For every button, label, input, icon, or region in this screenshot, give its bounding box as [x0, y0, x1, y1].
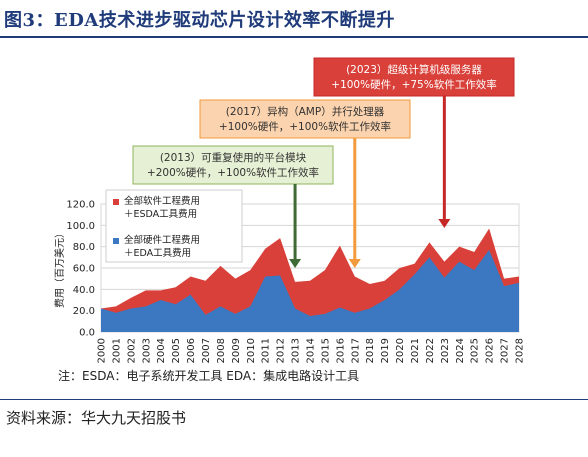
legend-label-hardware-line1: 全部硬件工程费用	[124, 234, 200, 246]
x-tick-label: 2025	[470, 338, 481, 363]
figure-title: 图3：EDA技术进步驱动芯片设计效率不断提升	[4, 10, 395, 31]
y-tick-label: 0.0	[79, 328, 95, 339]
x-tick-label: 2024	[455, 338, 466, 363]
annotations: (2013）可重复使用的平台模块 +200%硬件，+100%软件工作效率 (2017…	[132, 57, 515, 268]
x-tick-label: 2004	[156, 338, 167, 363]
chart-note: 注：ESDA：电子系统开发工具 EDA：集成电路设计工具	[58, 368, 359, 383]
x-tick-label: 2001	[111, 338, 122, 363]
y-tick-label: 40.0	[73, 285, 95, 296]
y-tick-label: 20.0	[73, 306, 95, 317]
annotation-line2: +100%硬件，+75%软件工作效率	[331, 78, 496, 91]
x-tick-label: 2006	[186, 338, 197, 363]
annotation-line1: (2013）可重复使用的平台模块	[160, 151, 307, 164]
x-tick-label: 2003	[141, 338, 152, 363]
annotation-box	[313, 57, 515, 97]
annotation-arrow-shaft	[353, 138, 357, 260]
x-tick-label: 2002	[126, 338, 137, 363]
annotation-box	[132, 145, 334, 185]
legend-swatch-hardware	[113, 238, 119, 244]
x-tick-label: 2009	[231, 338, 242, 363]
x-tick-label: 2023	[440, 338, 451, 363]
x-tick-label: 2027	[500, 338, 511, 363]
legend-label-hardware-line2: ＋EDA工具费用	[124, 247, 191, 259]
x-tick-label: 2007	[201, 338, 212, 363]
y-tick-label: 100.0	[66, 221, 95, 232]
x-tick-label: 2020	[395, 338, 406, 363]
x-tick-label: 2016	[335, 338, 346, 363]
x-tick-label: 2011	[261, 338, 272, 363]
annotation-line1: (2023）超级计算机级服务器	[346, 63, 482, 76]
x-tick-label: 2014	[306, 338, 317, 363]
x-tick-label: 2028	[515, 338, 526, 363]
source-rule	[0, 399, 588, 400]
x-tick-label: 2005	[171, 338, 182, 363]
x-tick-label: 2013	[291, 338, 302, 363]
legend-frame	[105, 189, 243, 263]
x-tick-label: 2012	[276, 338, 287, 363]
x-tick-label: 2026	[485, 338, 496, 363]
x-tick-label: 2022	[425, 338, 436, 363]
annotation-arrow-head	[438, 219, 451, 228]
annotation-arrow-shaft	[442, 96, 446, 220]
source-text: 资料来源：华大九天招股书	[6, 409, 187, 427]
area-hardware	[101, 249, 519, 332]
annotation-arrow-shaft	[293, 184, 297, 260]
y-tick-label: 120.0	[66, 200, 95, 211]
annotation-line1: (2017）异构（AMP）并行处理器	[226, 105, 385, 118]
x-tick-label: 2000	[97, 338, 108, 363]
x-tick-label: 2015	[320, 338, 331, 363]
x-tick-label: 2010	[246, 338, 257, 363]
legend-swatch-software	[113, 199, 119, 205]
title-rule	[0, 36, 588, 38]
legend-label-software-line1: 全部软件工程费用	[124, 195, 200, 207]
y-tick-labels: 0.0 20.0 40.0 60.0 80.0 100.0 120.0	[66, 200, 95, 339]
x-tick-label: 2019	[380, 338, 391, 363]
annotation-line2: +200%硬件，+100%软件工作效率	[147, 166, 319, 179]
y-tick-label: 60.0	[73, 264, 95, 275]
x-tick-label: 2008	[216, 338, 227, 363]
x-tick-label: 2017	[350, 338, 361, 363]
annotation-box	[199, 99, 411, 139]
legend-label-software-line2: ＋ESDA工具费用	[124, 208, 197, 220]
annotation-line2: +100%硬件，+100%软件工作效率	[219, 120, 391, 133]
y-axis-label: 费用（百万美元）	[53, 228, 66, 308]
y-tick-label: 80.0	[73, 242, 95, 253]
annotation-arrow-head	[289, 259, 302, 268]
x-tick-label: 2018	[365, 338, 376, 363]
x-tick-labels: 2000 2001 2002 2003 2004 2005 2006 2007 2008 2009…	[97, 338, 526, 363]
annotation-arrow-head	[348, 259, 361, 268]
x-tick-label: 2021	[410, 338, 421, 363]
legend: 全部软件工程费用 ＋ESDA工具费用 全部硬件工程费用 ＋EDA工具费用	[105, 189, 243, 263]
area-series	[101, 228, 519, 332]
